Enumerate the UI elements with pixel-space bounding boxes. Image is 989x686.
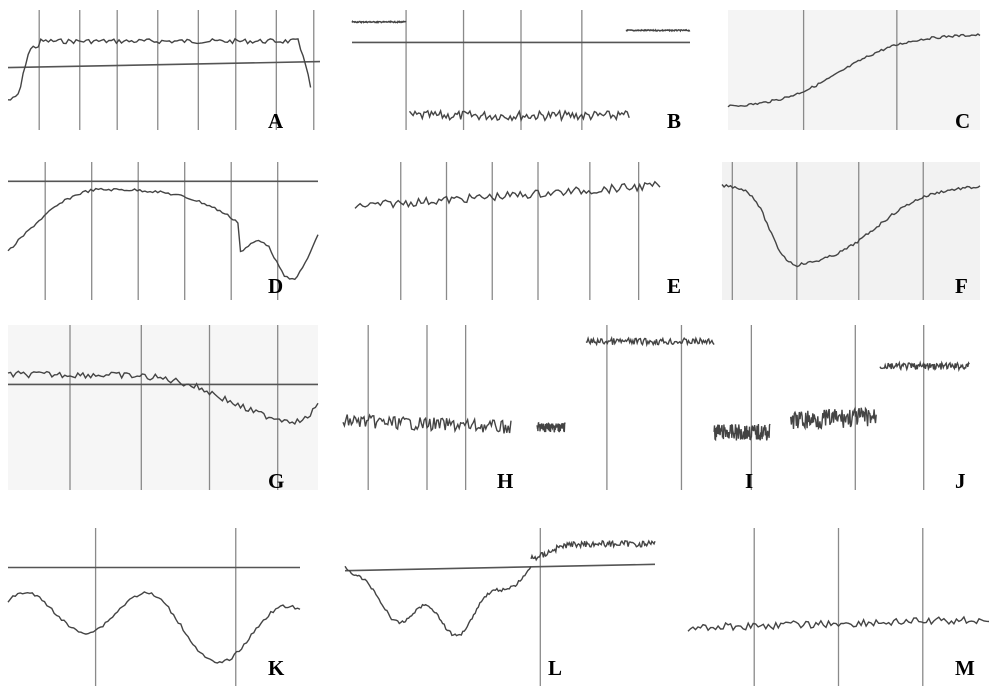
trace (8, 39, 311, 100)
panel-label: L (548, 656, 562, 680)
trace (791, 408, 877, 429)
panel: I (537, 325, 770, 493)
panel-label: G (268, 469, 284, 493)
panel: C (728, 10, 980, 133)
figure: A B C D E F G H I J K L M (0, 0, 989, 686)
panel-label: A (268, 109, 284, 133)
panel: G (8, 325, 318, 493)
trace (8, 189, 318, 280)
panel-label: K (268, 656, 285, 680)
trace (8, 592, 300, 663)
trace (352, 21, 406, 22)
panel-label: M (955, 656, 975, 680)
baseline (345, 564, 655, 570)
trace (410, 111, 630, 121)
panel-label: F (955, 274, 968, 298)
panel-background (722, 162, 980, 300)
trace (714, 424, 770, 441)
panel-label: C (955, 109, 970, 133)
panel-background (8, 325, 318, 490)
panel-label: J (955, 469, 966, 493)
panel: H (343, 325, 513, 493)
baseline (8, 62, 320, 68)
panel: L (345, 528, 655, 686)
panel-label: B (667, 109, 681, 133)
panel: M (688, 528, 989, 686)
panel-label: H (497, 469, 513, 493)
panel: F (722, 162, 980, 300)
trace (537, 423, 565, 433)
trace (345, 566, 531, 635)
panel-label: E (667, 274, 681, 298)
trace (626, 30, 690, 31)
panel: J (791, 325, 970, 493)
panel-label: I (745, 469, 753, 493)
panel: E (355, 162, 681, 300)
panel-background (728, 10, 980, 130)
panel: B (352, 10, 690, 133)
panel: D (8, 162, 318, 300)
trace (531, 541, 655, 560)
panel: K (8, 528, 300, 686)
panel-label: D (268, 274, 283, 298)
panel: A (8, 10, 320, 133)
trace (880, 363, 969, 370)
trace (586, 338, 714, 345)
